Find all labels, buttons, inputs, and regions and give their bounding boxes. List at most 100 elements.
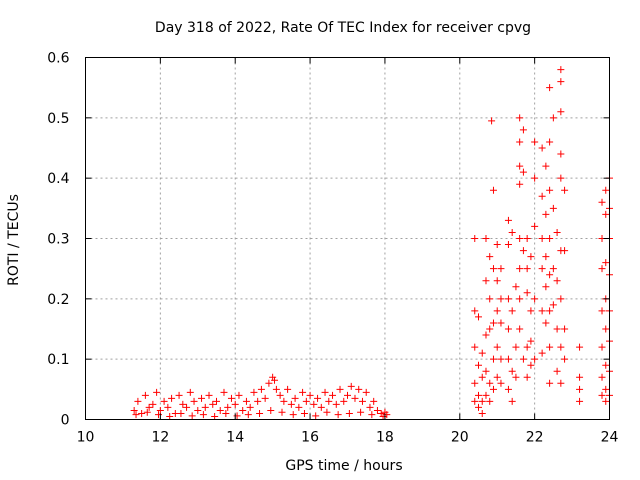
data-point	[220, 388, 228, 396]
data-point	[508, 228, 516, 236]
y-tick-label: 0	[61, 413, 70, 429]
y-tick-label: 0.4	[47, 171, 69, 187]
data-point	[471, 307, 479, 315]
data-point	[527, 337, 535, 345]
data-point	[538, 349, 546, 357]
data-point	[561, 186, 569, 194]
data-point	[310, 400, 318, 408]
data-point	[358, 397, 366, 405]
data-point	[269, 373, 277, 381]
data-point	[598, 373, 606, 381]
axis-ticks	[85, 57, 610, 420]
data-point	[486, 397, 494, 405]
data-point	[531, 222, 539, 230]
data-point	[546, 379, 554, 387]
data-point	[478, 373, 486, 381]
data-point	[497, 379, 505, 387]
data-point	[168, 394, 176, 402]
data-point	[482, 235, 490, 242]
data-point	[557, 108, 565, 116]
data-point	[302, 397, 310, 405]
data-point	[183, 403, 191, 411]
x-tick-label: 20	[451, 430, 469, 446]
data-point	[257, 385, 265, 393]
data-point	[280, 397, 288, 405]
data-point	[325, 397, 333, 405]
data-point	[145, 403, 153, 411]
data-point	[475, 403, 482, 411]
data-point	[233, 412, 241, 420]
data-point	[504, 241, 512, 249]
data-point	[329, 391, 337, 399]
data-point	[306, 391, 314, 399]
x-tick-label: 12	[151, 430, 169, 446]
data-point	[312, 412, 320, 420]
data-point	[194, 406, 202, 414]
data-point	[482, 277, 490, 285]
data-point	[549, 265, 557, 273]
data-point	[130, 406, 138, 414]
data-point	[531, 174, 539, 182]
data-point	[149, 400, 157, 408]
data-point	[334, 411, 342, 419]
data-point	[546, 235, 554, 242]
y-tick-label: 0.5	[47, 111, 69, 127]
data-point	[553, 277, 561, 285]
data-point	[471, 235, 479, 242]
chart-title: Day 318 of 2022, Rate Of TEC Index for r…	[155, 20, 531, 36]
data-point	[347, 382, 355, 390]
data-point	[493, 277, 501, 285]
data-point	[244, 411, 252, 419]
data-point	[198, 394, 206, 402]
data-point	[201, 403, 209, 411]
data-point	[224, 403, 232, 411]
data-point	[493, 373, 501, 381]
data-points	[130, 66, 613, 420]
data-point	[246, 403, 254, 411]
data-point	[340, 397, 348, 405]
data-point	[527, 253, 535, 261]
data-point	[561, 247, 569, 255]
x-tick-label: 16	[301, 430, 319, 446]
data-point	[231, 400, 239, 408]
data-point	[188, 412, 196, 420]
data-point	[516, 162, 524, 170]
data-point	[489, 355, 497, 363]
data-point	[355, 385, 363, 393]
data-point	[602, 259, 610, 267]
data-point	[516, 265, 524, 273]
data-point	[276, 391, 284, 399]
data-point	[497, 295, 505, 303]
data-point	[553, 325, 561, 333]
data-point	[546, 307, 554, 315]
data-point	[516, 325, 524, 333]
data-point	[134, 397, 142, 405]
data-point	[368, 411, 376, 419]
data-point	[366, 403, 374, 411]
data-point	[497, 265, 505, 273]
data-point	[299, 388, 307, 396]
data-point	[531, 295, 539, 303]
data-point	[475, 361, 482, 369]
data-point	[300, 409, 308, 417]
data-point	[557, 295, 565, 303]
data-point	[557, 150, 565, 158]
data-point	[497, 319, 505, 327]
data-point	[493, 241, 501, 249]
data-point	[561, 325, 569, 333]
data-point	[370, 397, 378, 405]
data-point	[471, 343, 479, 351]
data-point	[265, 379, 273, 387]
data-point	[271, 376, 279, 384]
data-point	[512, 373, 520, 381]
data-point	[209, 400, 217, 408]
data-point	[504, 385, 512, 393]
data-point	[478, 409, 486, 417]
data-point	[523, 265, 531, 273]
data-point	[549, 204, 557, 212]
x-tick-label: 10	[77, 430, 95, 446]
data-point	[602, 186, 610, 194]
data-point	[523, 235, 531, 242]
data-point	[482, 331, 490, 339]
data-point	[227, 394, 235, 402]
